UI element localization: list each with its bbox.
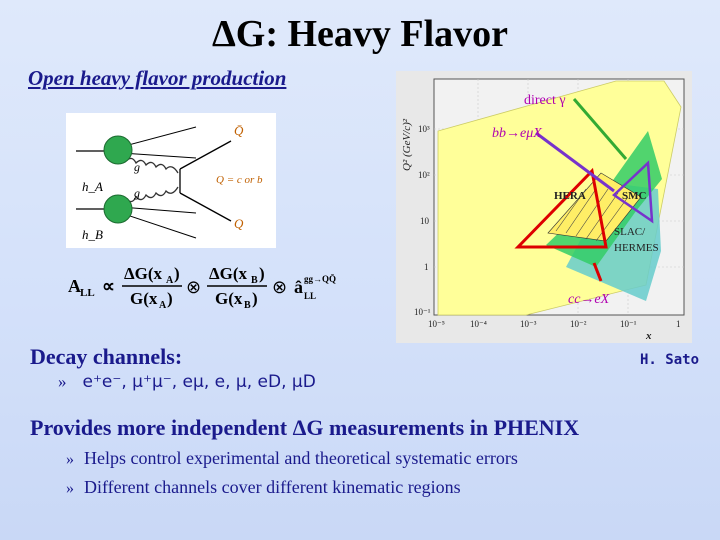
label-direct-gamma: direct γ: [524, 93, 566, 108]
gluon-a-label: g: [134, 160, 140, 174]
label-smc: SMC: [622, 190, 647, 202]
formula-ahat-sup: gg→QQ̄: [304, 274, 336, 284]
provides-item-2: » Different channels cover different kine…: [66, 477, 461, 498]
bb-arrow: [535, 131, 615, 193]
label-cc: cc→eX: [568, 292, 610, 307]
decay-channels-heading: Decay channels:: [30, 344, 183, 369]
ytick-1: 10²: [418, 170, 430, 180]
author-credit: H. Sato: [640, 352, 700, 368]
remnant-b-line-2: [120, 212, 197, 239]
provides-item-2-text: Different channels cover different kinem…: [84, 477, 461, 497]
x-axis-label: x: [645, 330, 652, 342]
direct-gamma-arrow: [572, 98, 628, 160]
xtick-4: 10⁻¹: [620, 319, 637, 329]
xtick-0: 10⁻⁵: [428, 319, 445, 329]
asymmetry-formula: A LL ∝ ΔG(x A ) G(x A ) ⊗ ΔG(x B ) G(x B…: [66, 262, 366, 311]
remnant-a-line-2: [120, 126, 197, 148]
xtick-3: 10⁻²: [570, 319, 587, 329]
gluon-b-label: g: [134, 186, 140, 200]
ytick-4: 10⁻¹: [414, 307, 431, 317]
formula-lhs-sub: LL: [80, 287, 95, 299]
frac2-num: ΔG(x: [209, 264, 248, 283]
frac1-den: G(x: [130, 289, 158, 308]
frac2-den-close: ): [252, 289, 258, 308]
provides-item-2-bullet: »: [66, 480, 74, 497]
quark-label: Q: [234, 216, 244, 231]
cc-arrow: [592, 262, 603, 282]
formula-svg: A LL ∝ ΔG(x A ) G(x A ) ⊗ ΔG(x B ) G(x B…: [68, 264, 336, 311]
provides-item-1-text: Helps control experimental and theoretic…: [84, 448, 518, 468]
ytick-3: 1: [424, 262, 429, 272]
y-axis-label: Q² (GeV/c)²: [401, 118, 413, 171]
provides-heading: Provides more independent ΔG measurement…: [30, 415, 580, 440]
coverage-svg: direct γ bb→eμX HERA SMC SLAC/ HERMES cc…: [401, 78, 685, 342]
frac2-num-sub: B: [251, 275, 258, 286]
hadron-a-label: h_A: [82, 179, 103, 194]
decay-channels-list: » e⁺e⁻, μ⁺μ⁻, eμ, e, μ, eD, μD: [58, 372, 316, 392]
cc-region-outline: [514, 167, 608, 249]
label-slac: SLAC/: [614, 226, 646, 238]
gluon-line-a: [125, 157, 179, 174]
bb-region-outline: [612, 160, 654, 224]
xtick-2: 10⁻³: [520, 319, 537, 329]
remnant-b-line-1: [120, 206, 197, 214]
formula-otimes-1: ⊗: [186, 277, 201, 297]
feynman-diagram: h_A h_B g g Q̄ Q = c or b Q: [66, 113, 276, 248]
frac2-den: G(x: [215, 289, 243, 308]
decay-channels-text: e⁺e⁻, μ⁺μ⁻, eμ, e, μ, eD, μD: [82, 372, 316, 392]
ytick-0: 10³: [418, 124, 430, 134]
xtick-5: 1: [676, 319, 681, 329]
formula-ahat: â: [294, 277, 303, 297]
kinematic-coverage-plot: direct γ bb→eμX HERA SMC SLAC/ HERMES cc…: [396, 71, 692, 343]
formula-prop: ∝: [102, 276, 115, 296]
xtick-1: 10⁻⁴: [470, 319, 487, 329]
formula-otimes-2: ⊗: [272, 277, 287, 297]
hadron-a-blob: [103, 135, 133, 165]
frac1-num-close: ): [174, 264, 180, 283]
frac1-num-sub: A: [166, 275, 174, 286]
label-hermes: HERMES: [614, 242, 659, 254]
ytick-2: 10: [420, 216, 430, 226]
label-bb: bb→eμX: [492, 126, 542, 141]
quark-flavor-eq: Q = c or b: [216, 174, 263, 186]
antiquark-label: Q̄: [234, 123, 244, 138]
quark-line: [179, 192, 232, 222]
hadron-b-blob: [103, 194, 133, 224]
provides-item-1-bullet: »: [66, 451, 74, 468]
decay-bullet: »: [58, 372, 67, 391]
frac1-num: ΔG(x: [124, 264, 163, 283]
label-hera: HERA: [554, 190, 586, 202]
section-subtitle: Open heavy flavor production: [28, 66, 287, 90]
formula-ahat-sub: LL: [304, 291, 316, 301]
feynman-svg: h_A h_B g g Q̄ Q = c or b Q: [76, 123, 263, 242]
remnant-a-line-1: [120, 152, 197, 159]
antiquark-line: [179, 140, 232, 170]
hadron-b-label: h_B: [82, 227, 103, 242]
page-title: ΔG: Heavy Flavor: [211, 13, 509, 55]
hera-hatch: [555, 188, 629, 242]
frac2-den-sub: B: [244, 300, 251, 310]
frac2-num-close: ): [259, 264, 265, 283]
gluon-line-b: [125, 186, 179, 203]
provides-item-1: » Helps control experimental and theoreti…: [66, 448, 518, 469]
formula-lhs: A: [68, 276, 81, 296]
frac1-den-sub: A: [159, 300, 167, 310]
frac1-den-close: ): [167, 289, 173, 308]
